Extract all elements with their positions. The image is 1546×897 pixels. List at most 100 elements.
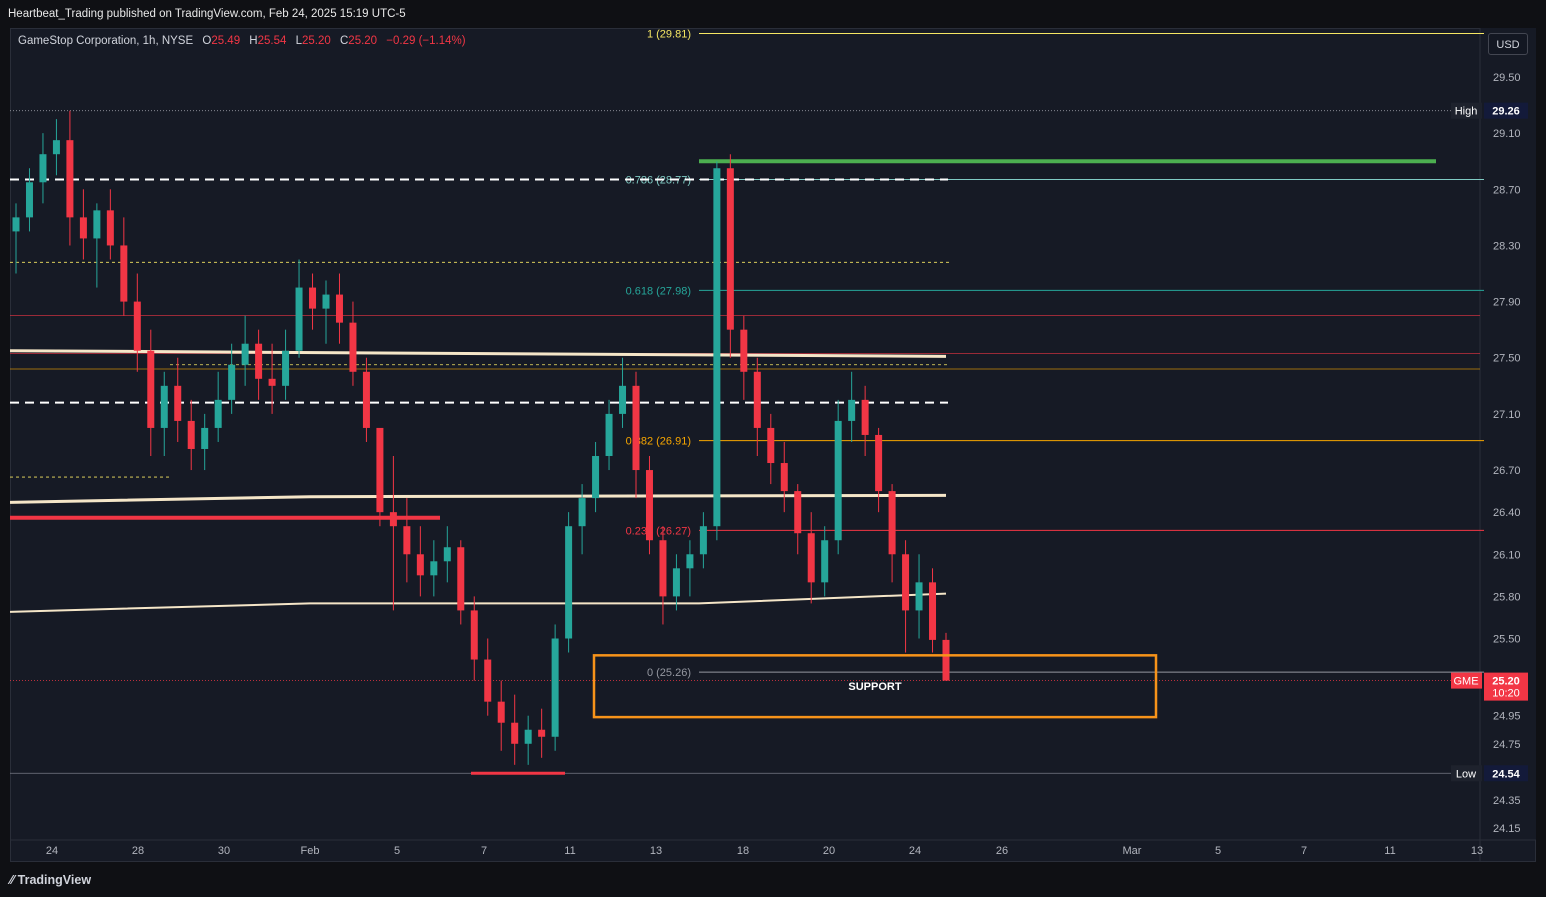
candle-body <box>686 554 694 569</box>
candle-body <box>403 526 411 555</box>
candle-body <box>120 245 128 302</box>
publisher-text: Heartbeat_Trading published on TradingVi… <box>8 8 406 20</box>
high-label: H <box>249 35 258 47</box>
candle-body <box>160 385 168 428</box>
price-chart[interactable]: 29.50 29.10 28.70 28.30 27.90 27.50 27.10 26.70… <box>10 28 1536 862</box>
candle-body <box>632 385 640 471</box>
y-tick-label: 26.10 <box>1493 549 1521 561</box>
publisher-bar: Heartbeat_Trading published on TradingVi… <box>0 0 1546 28</box>
candle-body <box>726 168 734 330</box>
candle-body <box>538 729 546 737</box>
price-label-name: High <box>1455 106 1478 118</box>
candle-body <box>214 399 222 428</box>
price-label-value-box <box>1484 765 1528 782</box>
symbol-name: GameStop Corporation, 1h, NYSE <box>18 35 194 47</box>
candle-body <box>794 491 802 534</box>
candle-body <box>362 371 370 428</box>
candle-body <box>780 463 788 492</box>
candle-body <box>619 385 627 414</box>
candle-body <box>228 364 236 400</box>
candle-body <box>133 301 141 351</box>
x-tick-label: 11 <box>564 845 575 857</box>
x-tick-label: 5 <box>394 845 400 857</box>
support-zone-box <box>592 654 1158 719</box>
candle-body <box>416 554 424 576</box>
close-value: 25.20 <box>348 35 378 47</box>
x-tick-label: 30 <box>218 845 230 857</box>
candle-body <box>376 427 384 513</box>
candle-body <box>902 554 910 611</box>
candle-body <box>282 350 290 386</box>
candle-body <box>592 456 600 499</box>
price-label-name-box <box>1451 672 1482 689</box>
x-tick-label: 13 <box>650 845 662 857</box>
candle-body <box>672 568 680 597</box>
candle-body <box>511 722 519 744</box>
y-tick-label: 26.40 <box>1493 507 1521 519</box>
price-label-value-box <box>1484 102 1528 119</box>
candle-body <box>942 639 950 681</box>
candle-body <box>443 547 451 562</box>
price-axis <box>1480 28 1536 840</box>
candle-body <box>309 287 317 309</box>
y-tick-label: 26.70 <box>1493 465 1521 477</box>
close-label: C <box>339 35 349 47</box>
fib-level-label: 0.382 (26.91) <box>626 436 691 448</box>
x-tick-label: 26 <box>996 845 1008 857</box>
x-tick-label: 18 <box>737 845 749 857</box>
price-label-value-box <box>1484 672 1528 701</box>
candle-body <box>93 210 101 239</box>
x-tick-label: Feb <box>301 845 320 857</box>
brand-text: TradingView <box>17 873 92 887</box>
candle-body <box>457 547 465 611</box>
candle-body <box>335 294 343 323</box>
candle-body <box>767 427 775 464</box>
candle-body <box>255 343 263 379</box>
price-label-name-box <box>1451 765 1482 782</box>
y-tick-label: 28.30 <box>1493 240 1521 252</box>
open-value: 25.49 <box>211 35 241 47</box>
candle-body <box>524 729 532 744</box>
candle-body <box>888 491 896 555</box>
candle-body <box>147 350 155 428</box>
x-tick-label: 28 <box>132 845 144 857</box>
candle-body <box>659 540 667 597</box>
y-tick-label: 25.50 <box>1493 633 1521 645</box>
candle-body <box>929 582 937 640</box>
candle-body <box>79 217 87 239</box>
x-tick-label: 24 <box>46 845 58 857</box>
y-tick-label: 24.75 <box>1493 739 1521 751</box>
fib-level-label: 1 (29.81) <box>647 28 691 40</box>
candle-body <box>699 526 707 555</box>
candle-body <box>848 399 856 421</box>
x-tick-label: 13 <box>1471 845 1483 857</box>
candle-body <box>201 427 209 449</box>
symbol-legend: GameStop Corporation, 1h, NYSE O25.49 H 2… <box>18 35 466 47</box>
ma-line-lower <box>10 592 947 613</box>
candle-body <box>565 526 573 639</box>
candle-body <box>753 371 761 428</box>
price-label-value: 25.20 <box>1492 676 1520 688</box>
candle-body <box>66 140 74 218</box>
y-tick-label: 29.10 <box>1493 128 1521 140</box>
y-tick-label: 24.15 <box>1493 823 1521 835</box>
x-tick-label: 7 <box>481 845 487 857</box>
candle-body <box>821 540 829 583</box>
candle-body <box>470 610 478 660</box>
candle-body <box>12 217 20 232</box>
candle-body <box>578 498 586 527</box>
low-label: L <box>295 35 302 47</box>
candle-body <box>484 659 492 702</box>
y-tick-label: 25.80 <box>1493 591 1521 603</box>
x-tick-label: 7 <box>1301 845 1307 857</box>
currency-button[interactable]: USD <box>1488 33 1528 55</box>
fib-level-label: 0 (25.26) <box>647 667 691 679</box>
ma-line-upper <box>10 349 947 358</box>
candle-body <box>807 533 815 583</box>
candle-body <box>551 638 559 737</box>
price-label-value: 29.26 <box>1492 106 1520 118</box>
open-label: O <box>202 35 212 47</box>
support-label: SUPPORT <box>848 681 901 693</box>
price-label-name: Low <box>1456 768 1476 780</box>
tradingview-logo: ⁄⁄ TradingView <box>10 873 91 887</box>
